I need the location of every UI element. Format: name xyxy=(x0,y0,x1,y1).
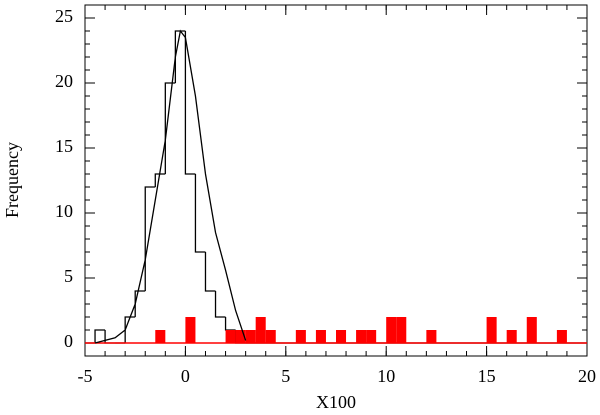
red-bar xyxy=(556,330,567,343)
red-bar xyxy=(295,330,306,343)
x-tick-label: 20 xyxy=(578,366,596,386)
step-bar xyxy=(154,173,166,187)
step-bar xyxy=(194,174,206,253)
x-tick-label: -5 xyxy=(78,366,93,386)
x-tick-label: 5 xyxy=(281,366,290,386)
step-bar xyxy=(124,316,136,343)
red-bar xyxy=(396,317,407,343)
red-bar xyxy=(225,330,236,343)
x-tick-label: 0 xyxy=(181,366,190,386)
x-tick-label: 15 xyxy=(478,366,496,386)
red-bar xyxy=(255,317,266,343)
y-tick-label: 10 xyxy=(55,201,73,221)
step-bar xyxy=(184,31,196,175)
red-bar xyxy=(245,330,256,343)
red-bar xyxy=(366,330,377,343)
step-bar xyxy=(134,290,146,317)
step-bar xyxy=(224,317,236,331)
plot-frame xyxy=(84,4,588,357)
step-bar xyxy=(104,330,116,344)
y-tick-label: 20 xyxy=(55,71,73,91)
step-bar xyxy=(214,291,226,318)
red-bar xyxy=(526,317,537,343)
x-tick-label: 10 xyxy=(377,366,395,386)
step-bar xyxy=(204,252,216,292)
red-bar xyxy=(506,330,517,343)
red-bar xyxy=(185,317,196,343)
y-tick-label: 15 xyxy=(55,136,73,156)
red-bar xyxy=(426,330,437,343)
red-bar xyxy=(486,317,497,343)
x-axis-label: X100 xyxy=(316,392,356,412)
step-bar xyxy=(144,186,156,291)
fit-curve xyxy=(94,29,247,344)
step-bar xyxy=(174,30,186,83)
y-tick-label: 0 xyxy=(64,331,73,351)
y-tick-label: 5 xyxy=(64,266,73,286)
red-bar xyxy=(336,330,347,343)
red-bar xyxy=(235,330,246,343)
red-bar xyxy=(386,317,397,343)
step-bar xyxy=(94,329,106,343)
red-bar xyxy=(315,330,326,343)
y-axis-label: Frequency xyxy=(2,142,22,218)
y-tick-label: 25 xyxy=(55,6,73,26)
red-bar xyxy=(356,330,367,343)
red-bar xyxy=(155,330,166,343)
red-bar xyxy=(265,330,276,343)
